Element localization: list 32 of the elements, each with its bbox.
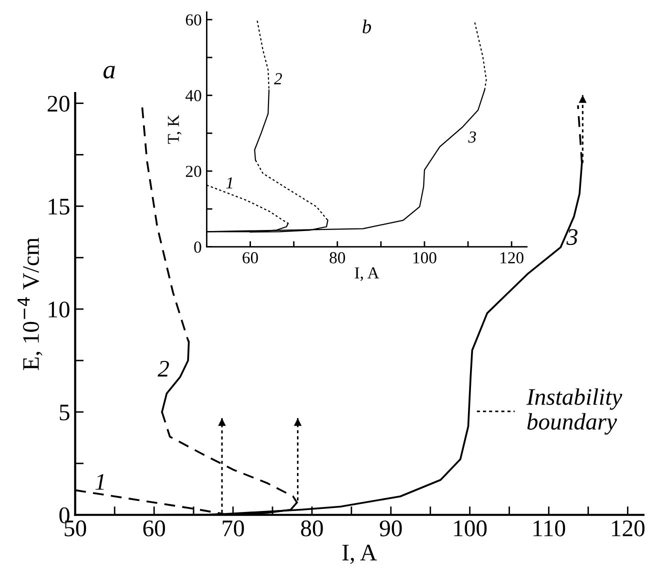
x-tick-label: 60: [143, 520, 166, 536]
x-axis-title: I, A: [354, 267, 380, 281]
legend-label: Instability boundary: [526, 388, 622, 435]
y-tick-label: 20: [186, 166, 202, 178]
annotation: b: [362, 20, 372, 34]
y-tick-label: 20: [48, 96, 70, 112]
y-tick-label: 15: [48, 198, 70, 215]
y-tick-label: 40: [186, 90, 202, 102]
x-tick-label: 70: [222, 520, 244, 536]
y-axis-title: E, 10$^{−4}$ V/cm: [18, 238, 42, 370]
series-label: 2: [158, 360, 169, 376]
x-tick-label: 100: [454, 520, 487, 536]
x-tick-label: 110: [534, 520, 566, 536]
y-tick-label: 10: [48, 302, 70, 318]
series-label: 3: [468, 131, 476, 143]
x-tick-label: 90: [380, 520, 402, 536]
y-tick-label: 60: [186, 14, 202, 26]
text: a: [103, 66, 115, 79]
y-axis-title: T, K: [168, 114, 182, 144]
series-label: 1: [226, 177, 232, 188]
x-tick-label: 100: [413, 252, 436, 264]
series-label: 1: [95, 474, 104, 490]
x-tick-label: 80: [330, 252, 346, 264]
x-tick-label: 80: [301, 520, 323, 536]
legend-label: 3: [566, 229, 578, 246]
x-tick-label: 120: [612, 520, 644, 536]
y-tick-label: 0: [194, 242, 202, 253]
x-tick-label: 120: [500, 252, 524, 264]
y-tick-label: 5: [60, 404, 70, 420]
series-label: 2: [274, 73, 282, 84]
x-axis-title: I, A: [342, 544, 377, 564]
x-tick-label: 60: [242, 252, 258, 264]
